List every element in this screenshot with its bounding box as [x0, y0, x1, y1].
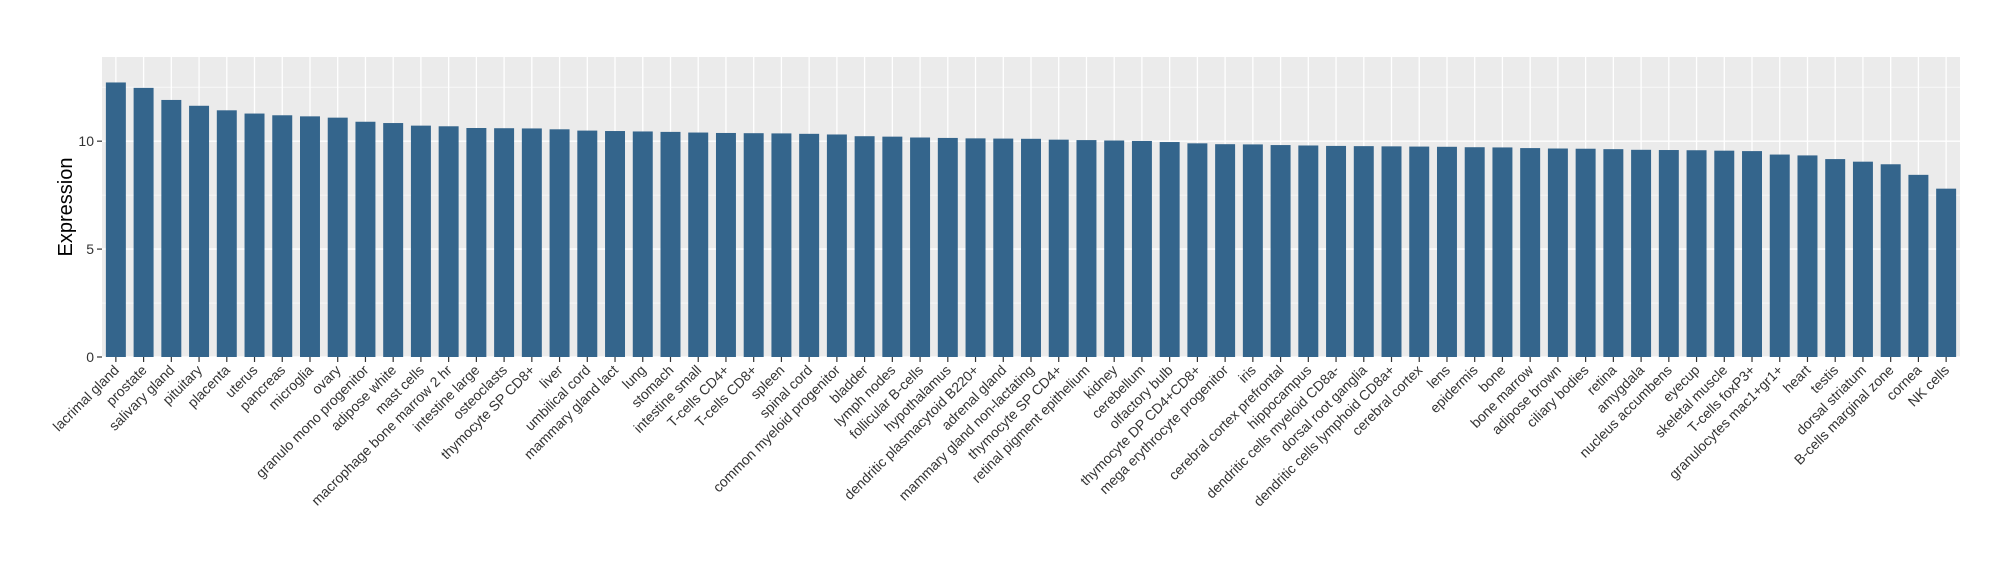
bar — [1409, 146, 1430, 357]
bar — [1298, 145, 1319, 357]
bar — [715, 132, 736, 357]
bar — [521, 128, 542, 357]
bar — [466, 128, 487, 357]
bar — [1658, 150, 1679, 357]
bar — [1492, 147, 1513, 357]
bar — [688, 132, 709, 357]
bar — [1187, 143, 1208, 357]
y-tick-label: 0 — [86, 349, 94, 365]
bar — [1742, 151, 1762, 357]
bar — [605, 131, 626, 357]
bar — [216, 110, 237, 357]
bar — [1076, 140, 1097, 357]
bar — [383, 123, 404, 357]
bar — [910, 137, 931, 357]
bar — [1520, 148, 1541, 357]
bar — [632, 131, 653, 357]
bar — [771, 133, 792, 357]
bar — [1797, 155, 1818, 357]
bar — [1686, 150, 1707, 357]
bar — [1048, 139, 1069, 357]
bar — [1436, 146, 1457, 357]
bar — [549, 129, 570, 357]
bar — [1936, 188, 1957, 357]
bar — [133, 87, 154, 357]
bars — [105, 82, 1957, 358]
y-tick-label: 5 — [86, 241, 94, 257]
bar — [1131, 140, 1152, 357]
bar — [105, 82, 126, 358]
bar — [1547, 148, 1568, 357]
bar — [410, 125, 431, 358]
bar — [189, 105, 210, 357]
bar — [1769, 154, 1790, 357]
bar — [660, 131, 681, 357]
bar — [1908, 174, 1929, 357]
bar — [993, 138, 1014, 357]
bar — [1714, 150, 1735, 357]
bar — [494, 128, 515, 357]
bar — [1353, 146, 1374, 357]
bar — [937, 137, 958, 357]
bar — [1215, 144, 1236, 357]
bar — [882, 136, 903, 357]
bar — [161, 99, 182, 357]
bar — [1852, 161, 1873, 357]
y-axis: 0 5 10 — [78, 133, 102, 365]
bar — [1880, 164, 1901, 357]
bar — [1631, 149, 1652, 357]
bar — [1825, 159, 1846, 357]
bar — [300, 116, 320, 358]
bar — [1326, 145, 1347, 357]
bar — [799, 133, 820, 357]
bar — [743, 133, 764, 357]
bar — [1242, 144, 1263, 357]
bar — [1603, 149, 1624, 357]
bar — [1381, 146, 1402, 357]
bar — [1464, 147, 1485, 357]
bar — [438, 126, 459, 357]
bar — [244, 113, 265, 358]
bar — [1104, 140, 1125, 357]
bar — [355, 121, 376, 357]
bar — [272, 115, 293, 358]
y-axis-title: Expression — [55, 158, 77, 257]
bar — [854, 136, 875, 357]
bar — [327, 117, 348, 357]
bar — [1270, 145, 1291, 357]
bar — [1159, 142, 1180, 357]
bar — [1021, 138, 1041, 357]
y-tick-label: 10 — [78, 133, 94, 149]
bar — [577, 130, 598, 357]
bar — [826, 134, 847, 357]
bar — [1575, 148, 1596, 357]
bar — [965, 138, 986, 357]
